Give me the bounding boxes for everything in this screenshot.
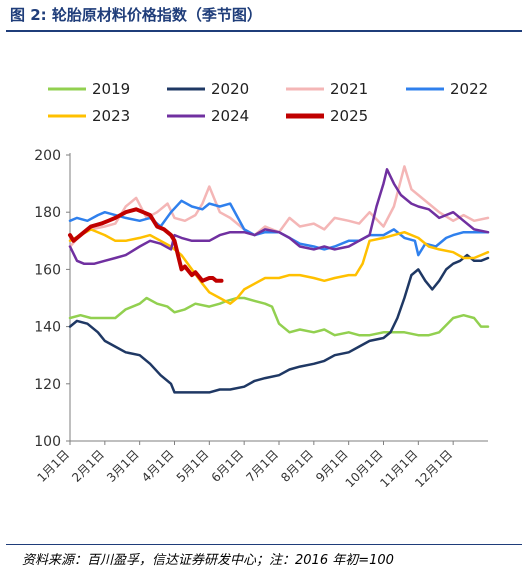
source-divider	[6, 544, 522, 545]
x-tick-label: 11月1日	[377, 447, 420, 490]
legend-label-2022: 2022	[450, 80, 488, 98]
legend-label-2020: 2020	[211, 80, 249, 98]
series-line-2020	[68, 253, 490, 394]
x-tick-label: 5月1日	[174, 447, 212, 485]
legend-label-2021: 2021	[330, 80, 368, 98]
y-tick-label: 140	[34, 320, 61, 336]
series-line-2023	[68, 228, 490, 305]
source-note: 资料来源：百川盈孚，信达证券研发中心；注：2016 年初=100	[22, 553, 394, 568]
x-tick-label: 6月1日	[209, 447, 247, 485]
series-line-2024	[68, 168, 490, 265]
legend-label-2019: 2019	[92, 80, 130, 98]
x-tick-label: 3月1日	[104, 447, 142, 485]
legend-label-2025: 2025	[330, 107, 368, 125]
chart-legend: 2019 2020 2021 2022 2023 2024 2025	[48, 80, 488, 125]
y-tick-label: 200	[34, 148, 61, 164]
title-divider	[6, 30, 522, 32]
y-tick-label: 120	[34, 377, 61, 393]
x-tick-label: 2月1日	[69, 447, 107, 485]
x-tick-label: 7月1日	[243, 447, 281, 485]
x-tick-label: 12月1日	[412, 447, 455, 490]
legend-label-2023: 2023	[92, 107, 130, 125]
x-tick-label: 4月1日	[139, 447, 177, 485]
y-tick-label: 100	[34, 434, 61, 450]
x-tick-label: 10月1日	[343, 447, 386, 490]
series-line-2021	[68, 165, 490, 248]
x-tick-label: 1月1日	[34, 447, 72, 485]
plot-area	[68, 165, 490, 394]
series-line-2025	[68, 207, 224, 283]
y-tick-label: 180	[34, 205, 61, 221]
seasonal-line-chart: 2019 2020 2021 2022 2023 2024 2025 100 120 140 16…	[34, 80, 490, 490]
series-line-2019	[68, 296, 490, 337]
y-tick-label: 160	[34, 262, 61, 278]
x-tick-label: 8月1日	[278, 447, 316, 485]
legend-label-2024: 2024	[211, 107, 249, 125]
figure-title: 图 2: 轮胎原材料价格指数（季节图）	[10, 6, 262, 24]
